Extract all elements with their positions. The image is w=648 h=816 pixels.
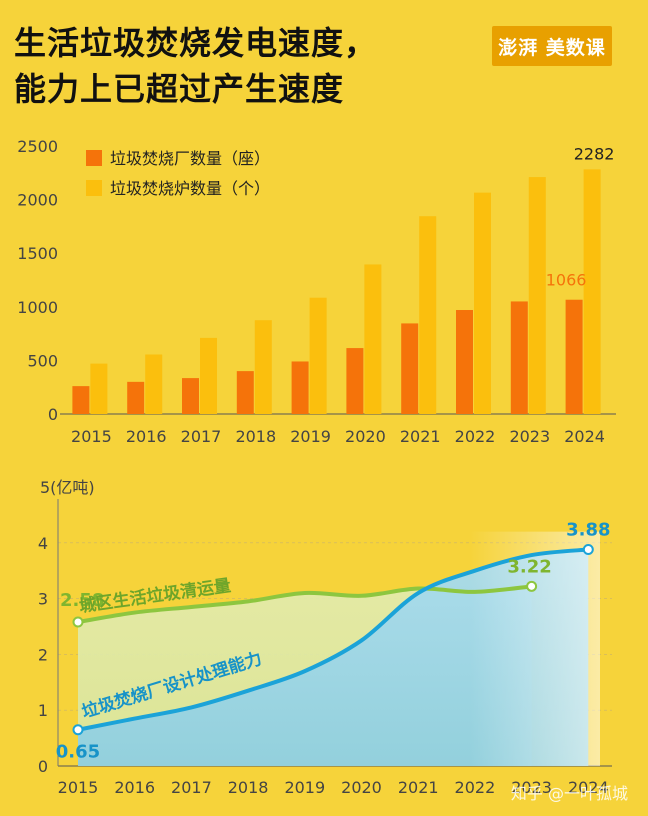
x-tick-label: 2015 <box>58 778 99 797</box>
x-tick-label: 2021 <box>400 427 441 446</box>
brand-logo: 澎湃 美数课 <box>492 26 612 66</box>
data-label: 1066 <box>546 271 587 290</box>
bar <box>528 177 546 414</box>
x-tick-label: 2023 <box>511 778 552 797</box>
title-line-2: 能力上已超过产生速度 <box>14 70 345 108</box>
bar <box>90 363 108 414</box>
bar <box>456 310 473 414</box>
y-tick-label: 0 <box>48 405 58 424</box>
bar <box>419 216 437 414</box>
area-chart: 0 1 2 3 4 5(亿吨) 2015 2016 2017 2018 2019 2020 2021 20… <box>38 478 612 797</box>
legend-label: 垃圾焚烧炉数量（个） <box>110 179 270 198</box>
bar <box>364 264 382 414</box>
x-tick-label: 2018 <box>235 427 276 446</box>
x-tick-label: 2024 <box>568 778 609 797</box>
data-label: 3.88 <box>566 519 610 540</box>
bar <box>401 323 419 414</box>
y-axis-label: 5(亿吨) <box>40 478 95 497</box>
bar <box>127 381 145 414</box>
fade-overlay <box>470 531 600 766</box>
x-tick-label: 2022 <box>455 778 496 797</box>
data-label: 2282 <box>574 144 615 163</box>
collection-line <box>76 584 534 625</box>
bar <box>474 192 491 414</box>
legend-swatch <box>86 180 102 196</box>
bar <box>291 361 309 414</box>
data-label: 3.22 <box>507 556 551 577</box>
y-tick-label: 4 <box>38 534 48 553</box>
x-tick-label: 2015 <box>71 427 112 446</box>
x-tick-label: 2017 <box>181 427 222 446</box>
data-label: 0.65 <box>56 742 100 763</box>
x-tick-label: 2020 <box>345 427 386 446</box>
y-tick-label: 0 <box>38 757 48 776</box>
x-tick-label: 2017 <box>171 778 212 797</box>
chart-title: 生活垃圾焚烧发电速度， 能力上已超过产生速度 <box>14 20 474 112</box>
bar <box>565 299 583 414</box>
x-tick-label: 2018 <box>228 778 269 797</box>
y-tick-label: 2500 <box>17 137 58 156</box>
x-tick-label: 2019 <box>290 427 331 446</box>
x-tick-label: 2019 <box>284 778 325 797</box>
bar <box>510 301 528 414</box>
x-tick-label: 2021 <box>398 778 439 797</box>
bar <box>145 354 163 414</box>
bar <box>583 169 601 414</box>
bar <box>72 386 90 414</box>
legend-label: 垃圾焚烧厂数量（座） <box>110 149 270 168</box>
y-tick-label: 1 <box>38 701 48 720</box>
y-tick-label: 2 <box>38 645 48 664</box>
capacity-line <box>76 547 591 732</box>
x-tick-label: 2024 <box>564 427 605 446</box>
bar <box>309 297 327 414</box>
bar <box>200 337 217 414</box>
watermark: 知乎 @一叶孤城 <box>510 784 628 803</box>
data-label: 2.58 <box>60 590 104 611</box>
x-tick-label: 2022 <box>455 427 496 446</box>
x-tick-label: 2016 <box>126 427 167 446</box>
bar <box>236 371 254 414</box>
y-tick-label: 1500 <box>17 244 58 263</box>
endpoint-marker <box>72 724 84 736</box>
y-tick-label: 1000 <box>17 298 58 317</box>
y-tick-label: 3 <box>38 590 48 609</box>
y-tick-label: 2000 <box>17 191 58 210</box>
bar-chart: 0 500 1000 1500 2000 2500 2015 2016 2017 2018 2019… <box>17 137 616 446</box>
title-line-1: 生活垃圾焚烧发电速度， <box>14 24 378 62</box>
x-tick-label: 2016 <box>114 778 155 797</box>
x-tick-label: 2020 <box>341 778 382 797</box>
legend-swatch <box>86 150 102 166</box>
x-tick-label: 2023 <box>509 427 550 446</box>
endpoint-marker <box>582 543 594 555</box>
bar <box>346 348 364 414</box>
endpoint-marker <box>72 616 84 628</box>
bar <box>182 378 199 414</box>
y-tick-label: 500 <box>27 351 58 370</box>
endpoint-marker <box>526 580 538 592</box>
bar <box>254 320 272 414</box>
